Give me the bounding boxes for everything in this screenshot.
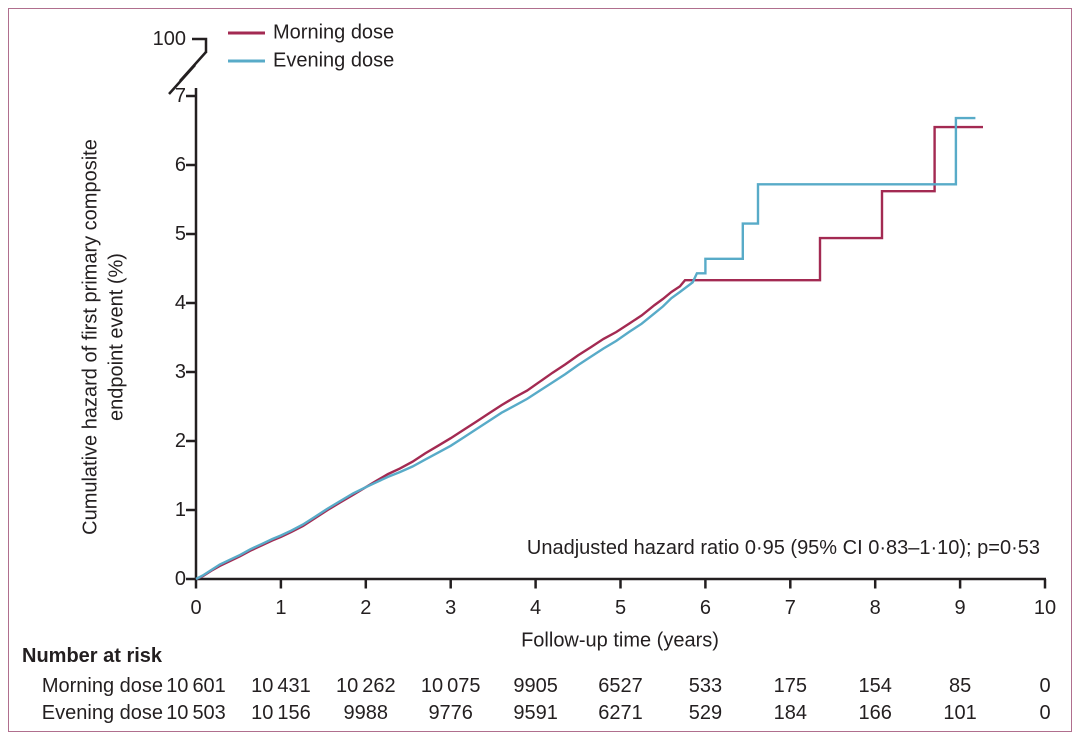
risk-count: 166 [859,702,892,724]
risk-count: 9776 [428,702,473,724]
number-at-risk-title: Number at risk [22,645,163,667]
risk-count: 10 262 [336,675,396,697]
legend-label-morning: Morning dose [273,21,395,44]
y-tick-label: 2 [175,430,186,452]
y-tick-label: 1 [175,499,186,521]
risk-count: 529 [689,702,722,724]
x-tick-label: 4 [530,597,541,619]
y-tick-label: 3 [175,361,186,383]
x-tick-label: 3 [445,597,456,619]
x-tick-label: 8 [870,597,881,619]
y-axis-break-label: 100 [153,28,186,50]
curve-evening-dose [195,116,976,581]
x-tick-label: 5 [615,597,626,619]
risk-count: 85 [949,675,971,697]
y-tick-label: 5 [175,223,186,245]
risk-count: 154 [859,675,892,697]
risk-count: 10 601 [166,675,226,697]
x-tick-label: 6 [700,597,711,619]
y-axis-top-tick [192,37,208,53]
risk-row-label-morning: Morning dose [41,675,163,697]
risk-count: 10 075 [421,675,481,697]
x-axis-title: Follow-up time (years) [521,629,719,652]
hazard-ratio-annotation: Unadjusted hazard ratio 0·95 (95% CI 0·8… [526,537,1040,559]
x-tick-label: 1 [275,597,286,619]
legend-label-evening: Evening dose [273,49,395,72]
y-axis-title-line1: Cumulative hazard of first primary compo… [79,139,102,535]
risk-count: 6527 [598,675,643,697]
risk-count: 6271 [598,702,643,724]
risk-count: 9591 [513,702,558,724]
axis-break-slash-lower [168,64,196,95]
curve-morning-dose [195,125,983,581]
y-axis-title: Cumulative hazard of first primary compo… [78,57,131,617]
y-axis-title-line2: endpoint event (%) [106,253,128,421]
x-tick-label: 9 [955,597,966,619]
risk-count: 0 [1039,675,1050,697]
x-tick-label: 0 [190,597,201,619]
risk-count: 10 503 [166,702,226,724]
risk-count: 184 [774,702,807,724]
risk-count: 0 [1039,702,1050,724]
risk-count: 9988 [344,702,389,724]
x-tick-label: 10 [1034,597,1056,619]
risk-count: 10 156 [251,702,311,724]
risk-count: 101 [943,702,976,724]
risk-row-label-evening: Evening dose [41,702,163,724]
y-tick-label: 7 [175,85,186,107]
x-tick-label: 7 [785,597,796,619]
y-tick-label: 4 [175,292,186,314]
risk-count: 10 431 [251,675,311,697]
y-tick-label: 0 [175,568,186,590]
risk-count: 9905 [513,675,558,697]
y-tick-label: 6 [175,154,186,176]
x-tick-label: 2 [360,597,371,619]
risk-count: 533 [689,675,722,697]
risk-count: 175 [774,675,807,697]
